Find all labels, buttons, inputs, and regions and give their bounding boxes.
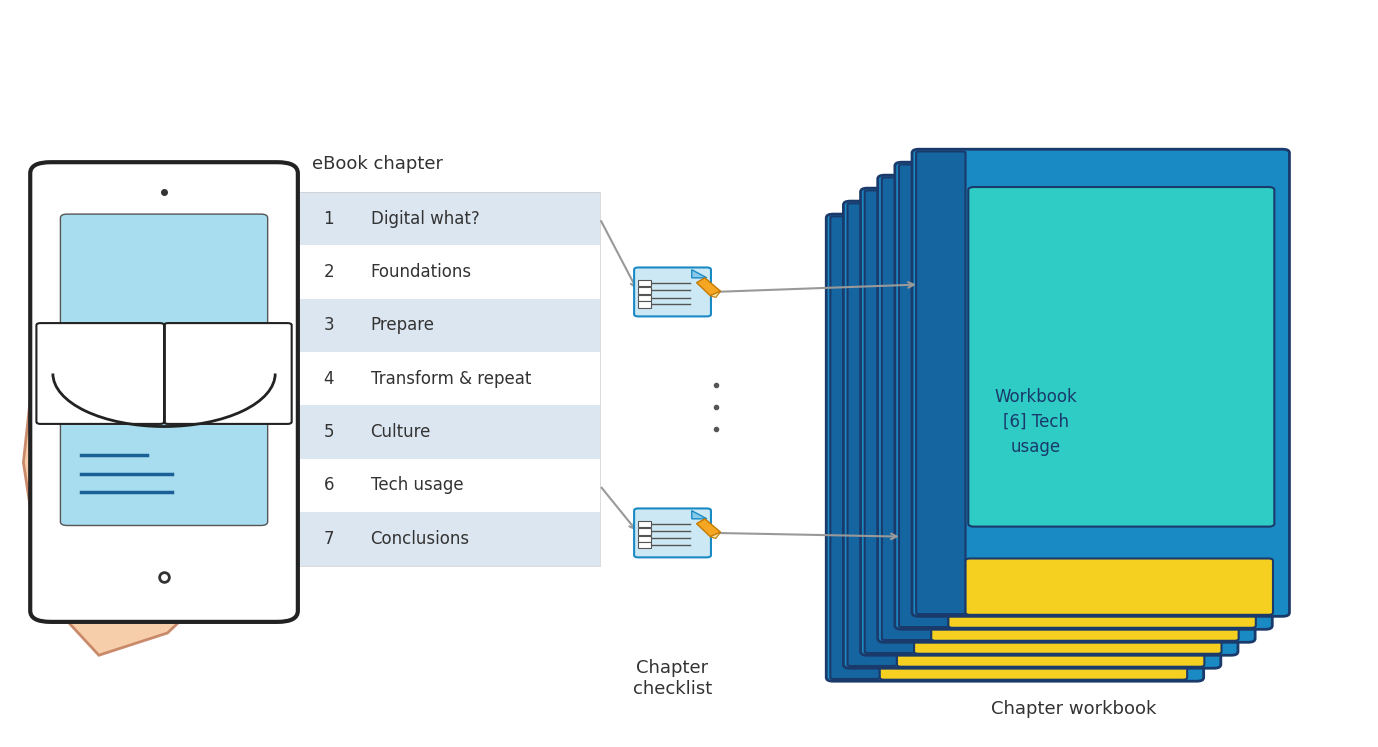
FancyBboxPatch shape <box>36 323 164 424</box>
Text: 4: 4 <box>324 370 333 388</box>
FancyBboxPatch shape <box>638 301 650 308</box>
Text: 2: 2 <box>324 263 333 281</box>
FancyBboxPatch shape <box>827 214 1203 681</box>
FancyBboxPatch shape <box>298 406 360 459</box>
Polygon shape <box>23 300 263 655</box>
FancyBboxPatch shape <box>638 528 650 535</box>
FancyBboxPatch shape <box>298 192 360 245</box>
FancyBboxPatch shape <box>298 352 360 406</box>
FancyBboxPatch shape <box>298 512 599 565</box>
FancyBboxPatch shape <box>847 203 897 666</box>
Text: 3: 3 <box>324 316 333 335</box>
Polygon shape <box>710 291 721 297</box>
FancyBboxPatch shape <box>61 214 267 525</box>
FancyBboxPatch shape <box>882 252 1189 592</box>
FancyBboxPatch shape <box>638 279 650 286</box>
Polygon shape <box>692 270 707 278</box>
FancyBboxPatch shape <box>298 459 599 512</box>
FancyBboxPatch shape <box>634 509 711 557</box>
Polygon shape <box>696 278 721 296</box>
FancyBboxPatch shape <box>882 177 932 640</box>
Text: Prepare: Prepare <box>371 316 434 335</box>
FancyBboxPatch shape <box>932 584 1239 641</box>
Text: Digital what?: Digital what? <box>371 210 480 228</box>
FancyBboxPatch shape <box>638 294 650 301</box>
FancyBboxPatch shape <box>298 512 360 565</box>
FancyBboxPatch shape <box>634 267 711 317</box>
Text: 6: 6 <box>324 477 333 495</box>
FancyBboxPatch shape <box>164 323 292 424</box>
FancyBboxPatch shape <box>638 287 650 294</box>
Polygon shape <box>710 532 721 539</box>
FancyBboxPatch shape <box>934 213 1240 553</box>
FancyBboxPatch shape <box>914 598 1221 654</box>
FancyBboxPatch shape <box>298 459 360 512</box>
Text: Foundations: Foundations <box>371 263 471 281</box>
FancyBboxPatch shape <box>897 610 1204 667</box>
FancyBboxPatch shape <box>912 149 1290 616</box>
FancyBboxPatch shape <box>969 187 1275 527</box>
FancyBboxPatch shape <box>298 192 599 245</box>
Text: Conclusions: Conclusions <box>371 530 470 548</box>
Text: Chapter workbook: Chapter workbook <box>991 700 1156 718</box>
FancyBboxPatch shape <box>900 239 1206 578</box>
FancyBboxPatch shape <box>864 190 914 653</box>
FancyBboxPatch shape <box>298 299 599 352</box>
FancyBboxPatch shape <box>951 200 1257 539</box>
FancyBboxPatch shape <box>638 542 650 548</box>
Text: 7: 7 <box>324 530 333 548</box>
FancyBboxPatch shape <box>298 245 360 299</box>
Polygon shape <box>696 519 721 536</box>
FancyBboxPatch shape <box>843 201 1221 669</box>
FancyBboxPatch shape <box>948 571 1255 627</box>
Text: eBook chapter: eBook chapter <box>311 155 442 173</box>
FancyBboxPatch shape <box>30 162 298 622</box>
Text: Transform & repeat: Transform & repeat <box>371 370 531 388</box>
FancyBboxPatch shape <box>916 226 1222 565</box>
Text: Tech usage: Tech usage <box>371 477 463 495</box>
FancyBboxPatch shape <box>898 164 948 627</box>
FancyBboxPatch shape <box>298 245 599 299</box>
FancyBboxPatch shape <box>860 188 1237 655</box>
FancyBboxPatch shape <box>831 217 879 679</box>
FancyBboxPatch shape <box>878 175 1255 642</box>
FancyBboxPatch shape <box>298 352 599 406</box>
FancyBboxPatch shape <box>894 162 1272 629</box>
Text: Workbook
[6] Tech
usage: Workbook [6] Tech usage <box>994 388 1078 456</box>
FancyBboxPatch shape <box>638 536 650 542</box>
Polygon shape <box>692 511 707 519</box>
FancyBboxPatch shape <box>916 152 966 614</box>
Text: Culture: Culture <box>371 423 431 441</box>
FancyBboxPatch shape <box>298 299 360 352</box>
FancyBboxPatch shape <box>298 406 599 459</box>
FancyBboxPatch shape <box>638 521 650 527</box>
Text: Chapter
checklist: Chapter checklist <box>633 659 712 698</box>
FancyBboxPatch shape <box>879 623 1188 680</box>
FancyBboxPatch shape <box>966 559 1273 615</box>
Text: 1: 1 <box>324 210 333 228</box>
Text: 5: 5 <box>324 423 333 441</box>
